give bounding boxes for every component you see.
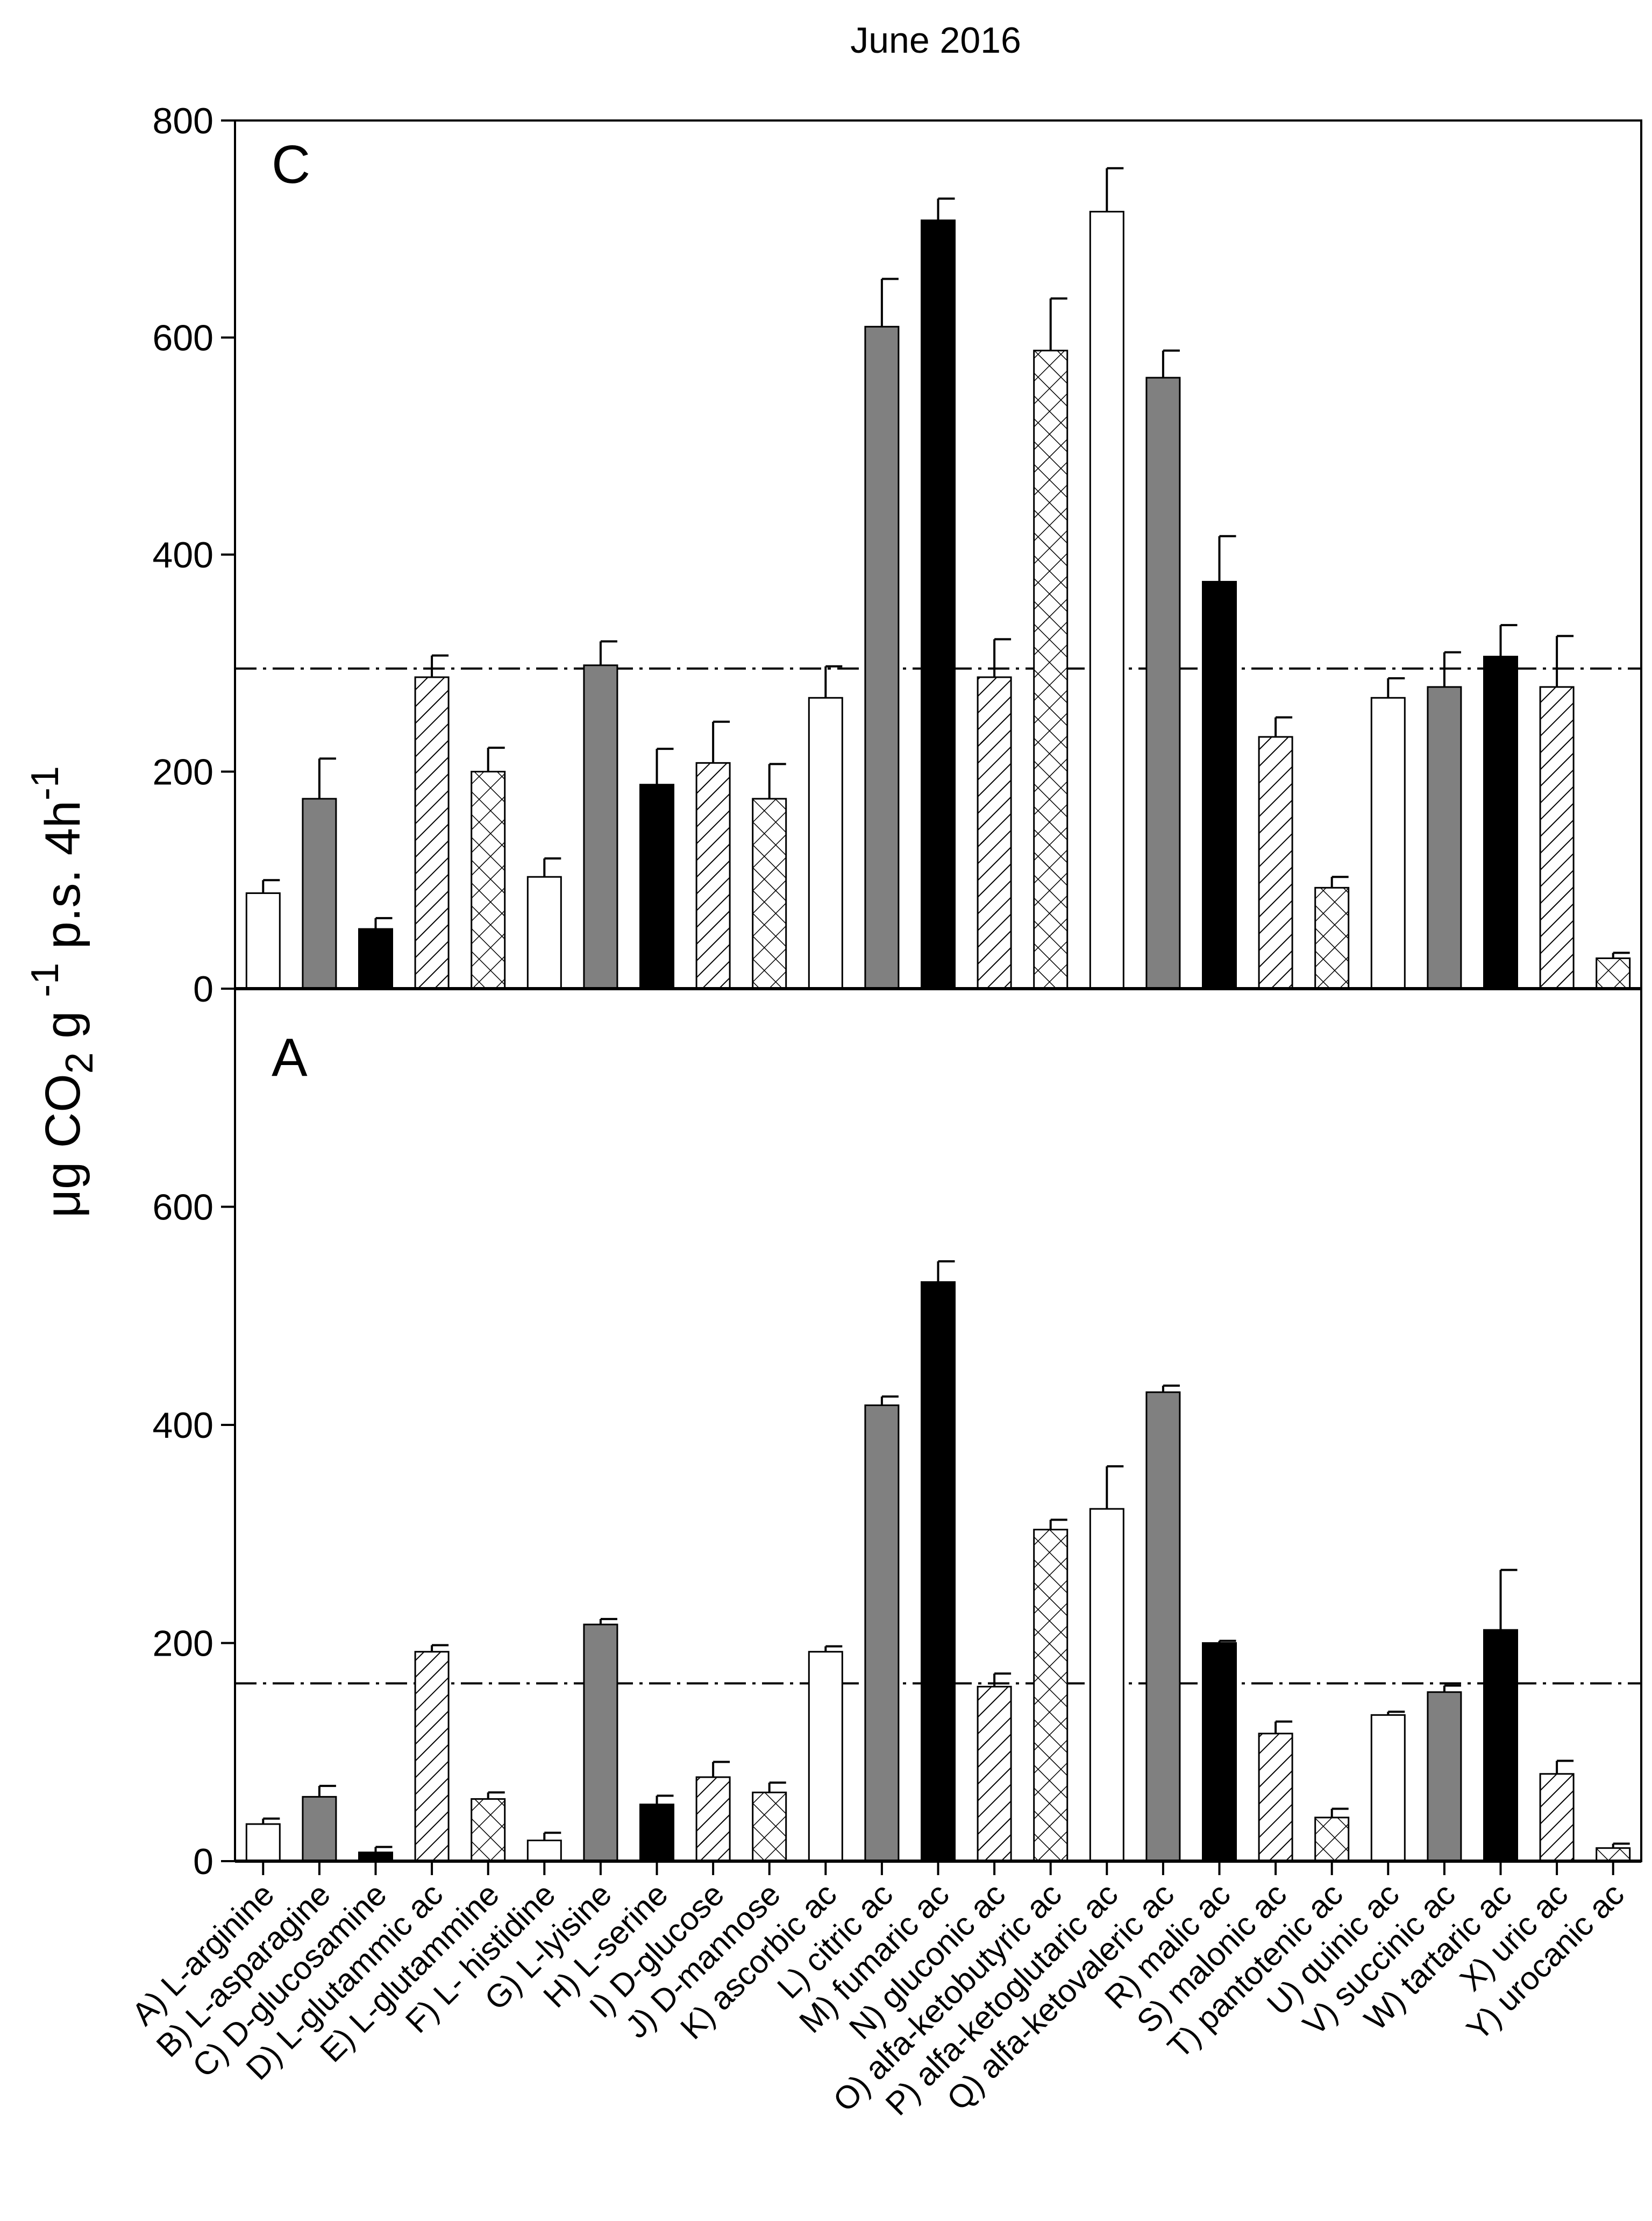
y-tick-label-c-800: 800 — [153, 101, 213, 141]
bar-a-13 — [977, 1686, 1012, 1862]
bar-a-22 — [1483, 1629, 1518, 1862]
bar-c-13 — [977, 676, 1012, 990]
panel-label-c: C — [272, 134, 310, 195]
bar-a-18 — [1258, 1733, 1293, 1862]
bar-c-19 — [1314, 886, 1350, 990]
bar-a-14 — [1033, 1529, 1069, 1862]
y-axis-label: μg CO2 g -1 p.s. 4h-1 — [24, 766, 101, 1218]
y-tick-label-a-400: 400 — [153, 1405, 213, 1446]
bar-c-0 — [245, 892, 281, 990]
y-tick-label-a-0: 0 — [193, 1841, 213, 1882]
bar-c-4 — [471, 771, 506, 990]
bar-a-4 — [471, 1798, 506, 1862]
y-tick-label-a-200: 200 — [153, 1623, 213, 1664]
bar-a-9 — [752, 1791, 787, 1862]
bar-a-11 — [864, 1404, 900, 1862]
panel-a: A 0 200 400 600 — [153, 988, 1642, 1882]
chart-title: June 2016 — [850, 20, 1021, 61]
y-axis-label-mid: g — [35, 997, 90, 1052]
svg-text:μg CO2 g -1 p.s. 4h-1: μg CO2 g -1 p.s. 4h-1 — [24, 766, 101, 1218]
bar-a-20 — [1370, 1714, 1406, 1862]
bar-a-5 — [526, 1839, 562, 1862]
bar-c-20 — [1370, 697, 1406, 990]
bar-c-23 — [1539, 686, 1575, 990]
bar-a-10 — [808, 1651, 843, 1862]
bar-c-2 — [358, 928, 393, 990]
bar-c-24 — [1596, 957, 1631, 990]
y-axis-label-sub: 2 — [58, 1052, 101, 1074]
bar-a-15 — [1089, 1508, 1124, 1862]
bar-c-17 — [1202, 580, 1237, 990]
bar-a-7 — [639, 1804, 674, 1862]
bar-a-21 — [1427, 1691, 1462, 1862]
bar-a-6 — [583, 1623, 618, 1862]
bar-c-15 — [1089, 210, 1124, 990]
bar-a-12 — [921, 1281, 956, 1862]
panel-c: C 0 200 400 600 800 — [153, 101, 1642, 1010]
bar-c-1 — [302, 798, 337, 990]
bar-c-3 — [414, 676, 450, 990]
bar-c-11 — [864, 325, 900, 990]
y-tick-label-c-200: 200 — [153, 752, 213, 793]
y-axis-label-sup2: -1 — [24, 766, 67, 800]
y-tick-label-c-400: 400 — [153, 535, 213, 576]
y-axis-label-rest: p.s. 4h — [35, 800, 90, 963]
bar-a-23 — [1539, 1773, 1575, 1862]
y-tick-label-c-0: 0 — [193, 969, 213, 1010]
panel-label-a: A — [272, 1027, 308, 1088]
y-axis-label-main: μg CO — [35, 1074, 90, 1218]
bar-c-7 — [639, 784, 674, 990]
y-tick-label-c-600: 600 — [153, 318, 213, 359]
bar-a-24 — [1596, 1847, 1631, 1862]
bar-c-18 — [1258, 736, 1293, 990]
bar-c-22 — [1483, 656, 1518, 990]
bar-c-10 — [808, 697, 843, 990]
bar-c-14 — [1033, 350, 1069, 990]
bar-a-0 — [245, 1823, 281, 1862]
bar-c-21 — [1427, 686, 1462, 990]
bar-c-12 — [921, 219, 956, 990]
bar-c-8 — [695, 762, 731, 990]
bar-a-17 — [1202, 1642, 1237, 1862]
bar-a-19 — [1314, 1816, 1350, 1862]
bar-c-9 — [752, 798, 787, 990]
bar-a-3 — [414, 1651, 450, 1862]
bar-a-1 — [302, 1796, 337, 1862]
y-tick-label-a-600: 600 — [153, 1187, 213, 1228]
bar-a-8 — [695, 1776, 731, 1862]
bar-c-5 — [526, 876, 562, 990]
bar-c-16 — [1145, 377, 1181, 990]
y-axis-label-sup1: -1 — [24, 963, 67, 997]
bar-c-6 — [583, 664, 618, 990]
bar-a-16 — [1145, 1391, 1181, 1862]
